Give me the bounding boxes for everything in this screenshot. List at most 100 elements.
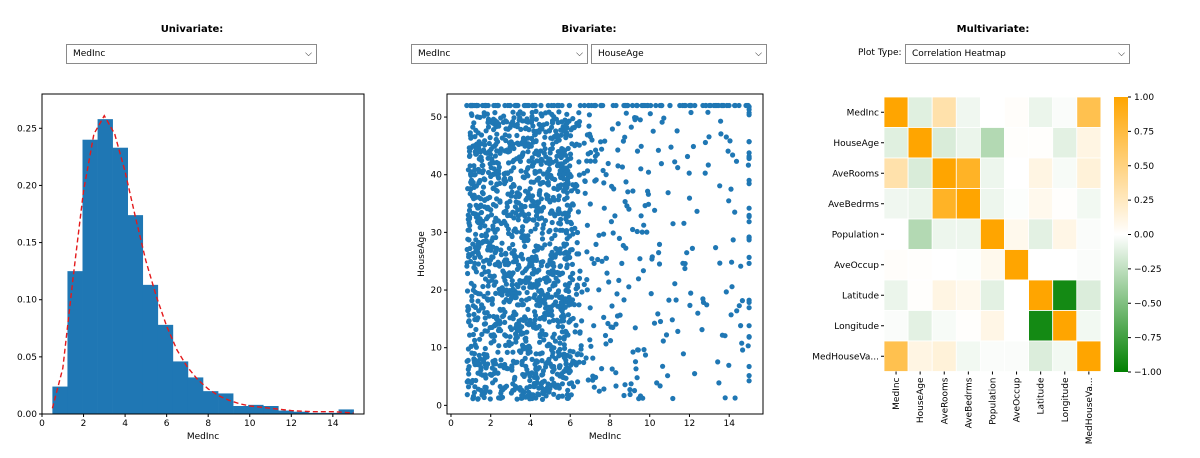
scatter-point <box>467 202 473 209</box>
colorbar-tick-label: −0.50 <box>1134 299 1162 309</box>
scatter-point <box>493 321 499 328</box>
scatter-point <box>572 329 578 335</box>
scatter-point <box>488 207 494 213</box>
scatter-point <box>521 285 527 291</box>
heatmap-cell <box>907 310 933 342</box>
scatter-point <box>630 349 636 355</box>
scatter-point <box>510 349 516 355</box>
scatter-point <box>508 341 514 347</box>
scatter-point <box>588 158 594 164</box>
scatter-point <box>587 305 593 311</box>
scatter-point <box>537 333 543 340</box>
scatter-point <box>687 302 693 308</box>
heatmap-cell <box>980 310 1005 342</box>
scatter-point <box>529 198 535 204</box>
plot-type-dropdown[interactable]: Correlation Heatmap ⌵ <box>905 44 1130 64</box>
bivariate-title: Bivariate: <box>561 24 617 35</box>
scatter-point <box>682 265 688 272</box>
scatter-point <box>561 336 567 342</box>
scatter-point <box>498 394 505 400</box>
bivariate-x-dropdown-value: MedInc <box>418 49 451 59</box>
scatter-point <box>592 158 598 164</box>
scatter-point <box>496 343 502 349</box>
scatter-point <box>467 245 473 252</box>
scatter-point <box>553 227 559 233</box>
scatter-point <box>591 260 597 266</box>
scatter-point <box>581 140 587 146</box>
univariate-variable-dropdown[interactable]: MedInc ⌵ <box>66 44 317 64</box>
scatter-point <box>600 167 606 174</box>
scatter-point <box>639 102 645 109</box>
scatter-point <box>469 112 475 118</box>
scatter-point <box>549 236 555 242</box>
scatter-point <box>481 293 487 299</box>
scatter-point <box>645 102 651 109</box>
scatter-point <box>555 288 562 294</box>
scatter-point <box>465 384 472 390</box>
scatter-point <box>609 303 615 309</box>
scatter-point <box>639 229 645 235</box>
scatter-point <box>523 125 529 131</box>
colorbar-tick-label: 0.00 <box>1134 231 1154 241</box>
kde-line <box>51 114 354 414</box>
scatter-point <box>482 138 488 144</box>
heatmap-cell <box>980 188 1005 220</box>
scatter-point <box>596 232 602 238</box>
scatter-point <box>477 291 483 297</box>
scatter-point <box>471 163 477 169</box>
scatter-point <box>464 358 470 364</box>
scatter-point <box>484 111 490 117</box>
heatmap-cell <box>907 218 933 250</box>
scatter-point <box>591 323 597 329</box>
scatter-point <box>621 392 627 399</box>
scatter-point <box>634 148 641 154</box>
scatter-point <box>726 198 732 204</box>
histogram-bar <box>278 410 294 414</box>
scatter-point <box>550 369 556 375</box>
scatter-point <box>493 290 499 296</box>
scatter-point <box>466 312 472 318</box>
colorbar-tick-label: −0.75 <box>1134 334 1162 344</box>
scatter-point <box>557 340 563 346</box>
scatter-point <box>542 300 548 306</box>
scatter-point <box>498 252 504 258</box>
scatter-point <box>609 366 615 372</box>
scatter-point <box>692 371 698 377</box>
scatter-point <box>553 299 559 305</box>
bivariate-y-dropdown[interactable]: HouseAge ⌵ <box>591 44 767 64</box>
scatter-point <box>726 102 732 109</box>
heatmap-cell <box>955 310 981 342</box>
scatter-point <box>721 102 727 109</box>
scatter-point <box>739 298 746 304</box>
chevron-down-icon: ⌵ <box>755 49 762 59</box>
scatter-point <box>554 153 560 159</box>
scatter-point <box>506 245 512 251</box>
scatter-point <box>695 310 701 316</box>
scatter-point <box>476 148 482 154</box>
scatter-point <box>544 180 550 187</box>
scatter-point <box>728 312 734 318</box>
scatter-point <box>736 303 742 309</box>
scatter-point <box>599 146 605 152</box>
scatter-point <box>645 188 651 194</box>
heatmap-cell <box>1004 249 1030 281</box>
scatter-point <box>482 355 488 361</box>
scatter-point <box>511 248 517 254</box>
scatter-point <box>672 281 678 287</box>
heatmap-column-label: Longitude <box>1061 377 1071 422</box>
scatter-point <box>528 179 534 185</box>
bivariate-x-dropdown[interactable]: MedInc ⌵ <box>411 44 588 64</box>
scatter-point <box>490 144 496 150</box>
scatter-point <box>492 333 498 339</box>
scatter-point <box>577 102 583 109</box>
scatter-point <box>585 377 591 383</box>
scatter-point <box>531 266 537 272</box>
scatter-point <box>593 241 599 247</box>
scatter-point <box>513 311 519 317</box>
scatter-point <box>473 202 479 208</box>
scatter-point <box>601 231 607 237</box>
scatter-point <box>502 332 508 338</box>
scatter-point <box>465 270 471 277</box>
heatmap-cell <box>931 340 957 372</box>
scatter-point <box>521 373 527 379</box>
